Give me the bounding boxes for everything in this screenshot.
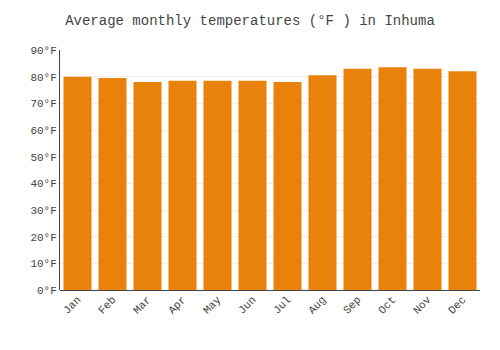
svg-text:Jul: Jul <box>271 294 293 316</box>
svg-text:50°F: 50°F <box>30 152 56 164</box>
svg-text:30°F: 30°F <box>30 205 56 217</box>
svg-text:Mar: Mar <box>131 294 153 316</box>
svg-text:70°F: 70°F <box>30 98 56 110</box>
svg-text:Dec: Dec <box>446 294 468 316</box>
svg-text:Average monthly temperatures (: Average monthly temperatures (°F ) in In… <box>65 13 435 29</box>
svg-text:Apr: Apr <box>166 294 188 316</box>
svg-text:90°F: 90°F <box>30 45 56 57</box>
svg-text:Nov: Nov <box>411 294 434 317</box>
svg-text:Feb: Feb <box>96 294 118 316</box>
svg-text:Oct: Oct <box>376 294 398 316</box>
svg-text:80°F: 80°F <box>30 72 56 84</box>
svg-text:40°F: 40°F <box>30 178 56 190</box>
svg-text:60°F: 60°F <box>30 125 56 137</box>
svg-text:Jun: Jun <box>236 294 258 316</box>
svg-text:Sep: Sep <box>341 294 363 316</box>
svg-text:May: May <box>201 294 224 317</box>
svg-text:Jan: Jan <box>61 294 83 316</box>
svg-text:20°F: 20°F <box>30 232 56 244</box>
svg-text:Aug: Aug <box>306 294 328 316</box>
svg-text:0°F: 0°F <box>37 285 57 297</box>
svg-text:10°F: 10°F <box>30 258 56 270</box>
